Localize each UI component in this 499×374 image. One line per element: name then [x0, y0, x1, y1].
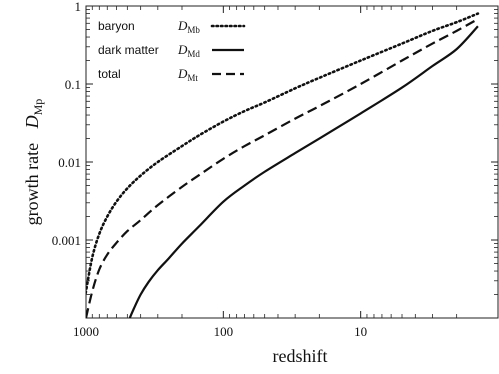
series-line-baryon	[86, 12, 480, 300]
y-tick-label: 0.1	[65, 77, 81, 92]
legend-label-dark-matter: dark matter	[98, 43, 159, 57]
series-layer	[86, 12, 480, 319]
axis-ticks	[85, 5, 498, 318]
y-axis-label-text: growth rate	[22, 143, 42, 225]
x-tick-label: 10	[354, 324, 367, 339]
x-tick-label: 1000	[73, 324, 99, 339]
legend-symbol-dark-matter: DMd	[177, 42, 200, 59]
legend-symbol-total: DMt	[177, 66, 198, 83]
legend-label-total: total	[98, 67, 121, 81]
svg-text:growth rate DMp: growth rate DMp	[22, 99, 45, 226]
y-axis-label-symbol: D	[22, 115, 42, 129]
series-line-dark-matter	[128, 25, 479, 319]
y-tick-label: 0.001	[52, 233, 81, 248]
y-axis-label: growth rate DMp	[22, 99, 45, 226]
x-tick-label: 100	[214, 324, 234, 339]
y-tick-label: 1	[75, 0, 82, 14]
x-axis-label: redshift	[273, 346, 328, 366]
series-line-total	[86, 18, 479, 319]
y-tick-label: 0.01	[58, 155, 81, 170]
legend-symbol-baryon: DMb	[177, 18, 200, 35]
tick-labels: 1000 100 10 1 0.1 0.01 0.001	[52, 0, 367, 339]
legend: baryon DMb dark matter DMd total DMt	[98, 18, 246, 83]
legend-label-baryon: baryon	[98, 19, 135, 33]
y-axis-label-subscript: Mp	[31, 99, 45, 116]
